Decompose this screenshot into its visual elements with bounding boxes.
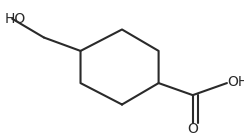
Text: O: O (187, 122, 198, 134)
Text: HO: HO (5, 12, 26, 26)
Text: OH: OH (227, 75, 244, 89)
